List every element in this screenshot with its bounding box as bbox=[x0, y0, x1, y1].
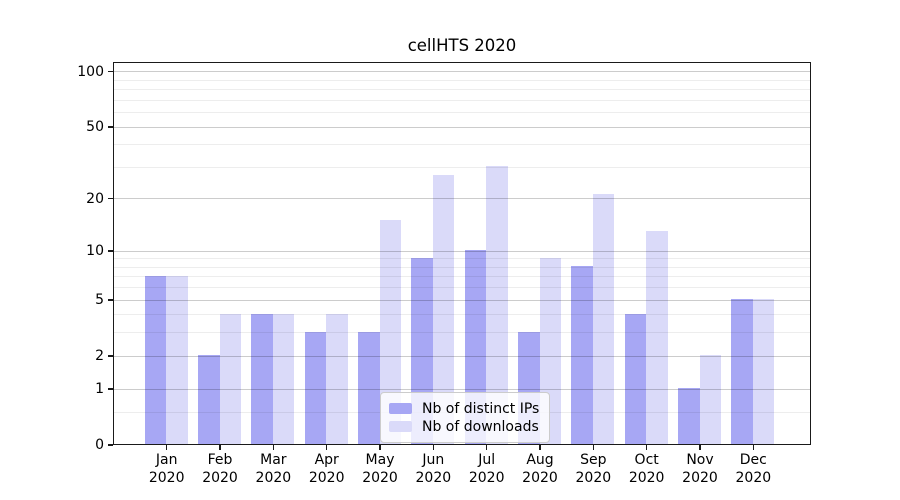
x-axis-tick-label: May 2020 bbox=[362, 452, 398, 486]
x-axis-tick-label: Dec 2020 bbox=[735, 452, 772, 486]
gridline-minor bbox=[114, 332, 810, 334]
x-axis-tick-label: Nov 2020 bbox=[682, 452, 718, 486]
legend-swatch-downloads bbox=[389, 421, 412, 432]
legend-label-downloads: Nb of downloads bbox=[422, 418, 539, 435]
legend-label-distinct-ips: Nb of distinct IPs bbox=[422, 400, 540, 417]
gridline-major bbox=[114, 355, 810, 357]
x-axis-tick bbox=[379, 445, 381, 450]
gridline-major bbox=[114, 388, 810, 390]
gridline-minor bbox=[114, 314, 810, 316]
gridline-minor bbox=[114, 89, 810, 91]
x-axis-tick bbox=[166, 445, 168, 450]
chart-title: cellHTS 2020 bbox=[407, 36, 517, 55]
x-axis-tick-label: Apr 2020 bbox=[308, 452, 345, 486]
bar-distinct-ips-dec bbox=[731, 299, 753, 444]
bar-downloads-jun bbox=[432, 174, 455, 444]
x-axis-tick bbox=[272, 445, 275, 450]
y-axis-tick-label: 20 bbox=[86, 190, 104, 207]
x-axis-tick bbox=[752, 445, 755, 450]
x-axis-tick bbox=[645, 445, 648, 450]
gridline-minor bbox=[114, 276, 810, 278]
legend-item-downloads: Nb of downloads bbox=[389, 418, 539, 435]
legend: Nb of distinct IPs Nb of downloads bbox=[380, 392, 550, 443]
gridline-major bbox=[114, 71, 810, 73]
bar-downloads-jul bbox=[486, 166, 508, 444]
x-axis-tick-label: Feb 2020 bbox=[202, 452, 238, 486]
x-axis-tick bbox=[219, 445, 221, 450]
x-axis-tick bbox=[325, 445, 328, 450]
bar-downloads-may bbox=[379, 219, 402, 444]
y-axis-tick bbox=[107, 388, 113, 390]
gridline-minor bbox=[114, 79, 810, 81]
gridline-major bbox=[114, 198, 810, 200]
gridline-minor bbox=[114, 112, 810, 114]
bar-distinct-ips-nov bbox=[678, 387, 700, 444]
gridline-minor bbox=[114, 266, 810, 268]
x-axis-tick bbox=[485, 445, 488, 450]
y-axis-tick bbox=[107, 355, 113, 357]
x-axis-tick-label: Oct 2020 bbox=[628, 452, 665, 486]
legend-swatch-distinct-ips bbox=[389, 403, 412, 414]
y-axis-tick-label: 5 bbox=[95, 292, 104, 309]
bar-downloads-mar bbox=[272, 313, 295, 444]
gridline-minor bbox=[114, 99, 810, 101]
bar-downloads-dec bbox=[752, 299, 775, 444]
bar-distinct-ips-oct bbox=[624, 313, 647, 444]
bar-downloads-nov bbox=[699, 355, 722, 444]
gridline-major bbox=[114, 250, 810, 252]
x-axis-tick-label: Sep 2020 bbox=[575, 452, 612, 486]
bar-distinct-ips-may bbox=[358, 331, 380, 444]
gridline-major bbox=[114, 126, 810, 128]
bar-downloads-apr bbox=[326, 313, 348, 444]
bar-distinct-ips-mar bbox=[251, 313, 273, 444]
y-axis-tick-label: 1 bbox=[95, 380, 104, 397]
y-axis-tick bbox=[107, 126, 113, 128]
gridline-minor bbox=[114, 166, 810, 168]
y-axis-tick bbox=[107, 71, 113, 73]
y-axis-tick-label: 100 bbox=[77, 63, 104, 80]
x-axis-tick bbox=[592, 445, 595, 450]
bar-downloads-oct bbox=[646, 230, 668, 444]
x-axis-tick-label: Jan 2020 bbox=[148, 452, 185, 486]
bar-distinct-ips-jan bbox=[144, 275, 167, 444]
y-axis-tick bbox=[107, 198, 113, 200]
y-axis-tick-label: 50 bbox=[86, 119, 104, 136]
x-axis-tick bbox=[539, 445, 541, 450]
x-axis-tick-label: Jul 2020 bbox=[468, 452, 505, 486]
gridline-minor bbox=[114, 144, 810, 146]
y-axis-tick-label: 10 bbox=[86, 243, 104, 260]
gridline-major bbox=[114, 299, 810, 301]
legend-item-distinct-ips: Nb of distinct IPs bbox=[389, 400, 540, 417]
bar-distinct-ips-sep bbox=[571, 266, 593, 444]
gridline-minor bbox=[114, 287, 810, 289]
x-axis-tick bbox=[432, 445, 435, 450]
y-axis-tick bbox=[107, 444, 113, 446]
x-axis-tick-label: Jun 2020 bbox=[415, 452, 452, 486]
x-axis-tick-label: Mar 2020 bbox=[255, 452, 292, 486]
bar-distinct-ips-apr bbox=[304, 331, 327, 444]
bar-downloads-jan bbox=[166, 275, 188, 444]
y-axis-tick bbox=[107, 299, 113, 301]
gridline-minor bbox=[114, 258, 810, 260]
y-axis-tick-label: 0 bbox=[95, 437, 104, 453]
bar-downloads-sep bbox=[592, 194, 615, 444]
y-axis-tick-label: 2 bbox=[95, 348, 104, 365]
bar-distinct-ips-feb bbox=[198, 355, 220, 444]
x-axis-tick bbox=[699, 445, 701, 450]
bar-downloads-feb bbox=[219, 313, 242, 444]
y-axis-tick bbox=[107, 250, 113, 252]
x-axis-tick-label: Aug 2020 bbox=[522, 452, 558, 486]
plot-area bbox=[113, 62, 811, 445]
